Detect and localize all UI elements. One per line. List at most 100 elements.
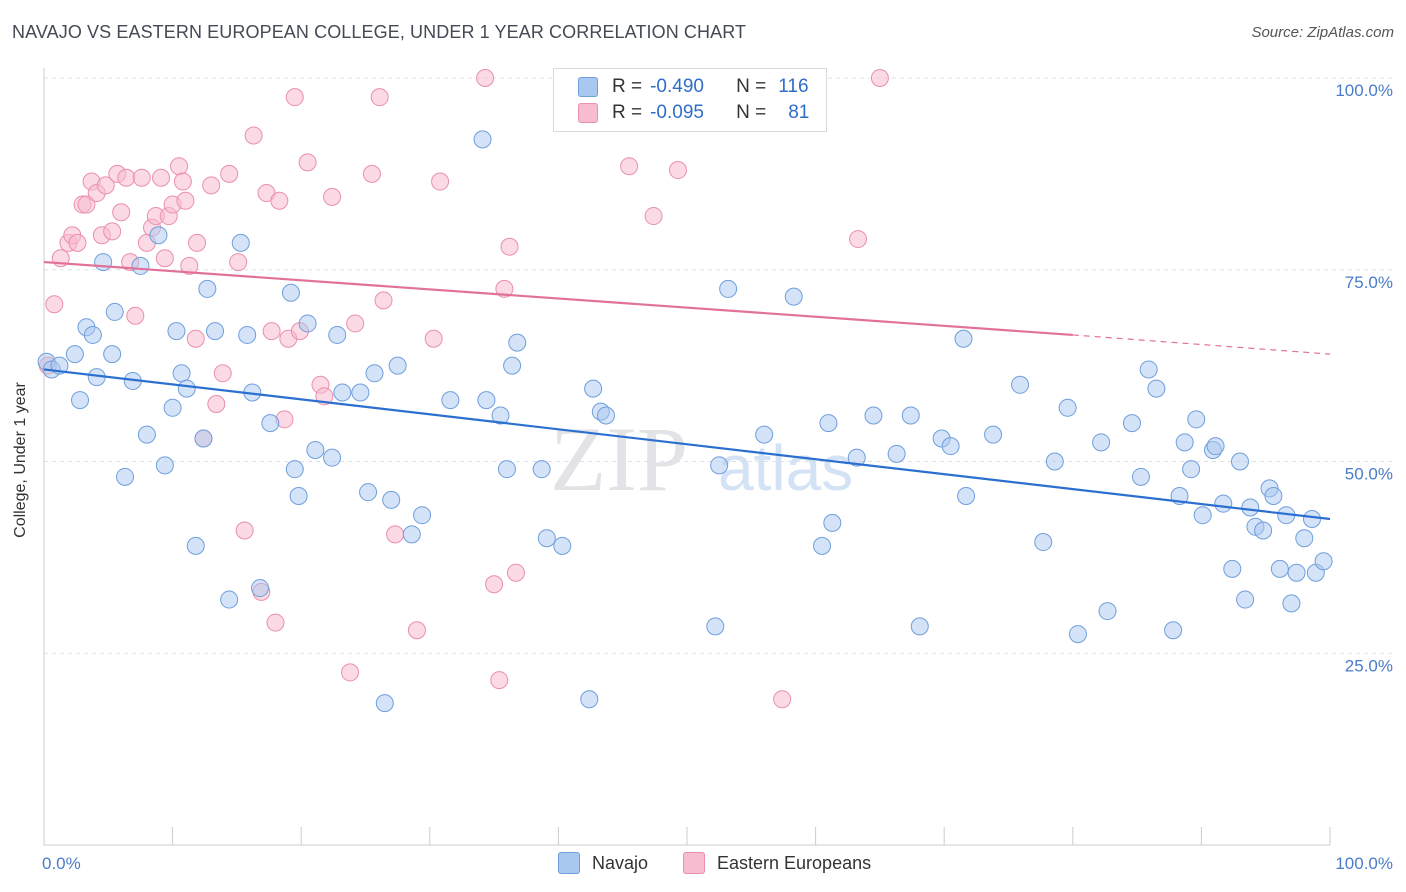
- navajo-point: [1045, 452, 1064, 471]
- eastern-point: [207, 394, 226, 413]
- axes: [43, 68, 1331, 846]
- navajo-point: [1011, 375, 1030, 394]
- navajo-point: [1241, 498, 1260, 517]
- legend-r-label: R =: [612, 102, 643, 123]
- navajo-point: [1287, 563, 1306, 582]
- navajo-point: [231, 233, 250, 252]
- navajo-point: [328, 325, 347, 344]
- legend-n-label: N =: [736, 76, 767, 97]
- navajo-point: [105, 302, 124, 321]
- y-tick-label: 75.0%: [1345, 273, 1393, 292]
- navajo-point: [65, 345, 84, 364]
- navajo-legend-label: Navajo: [592, 852, 649, 873]
- navajo-point: [1187, 410, 1206, 429]
- trend-lines: [43, 260, 1331, 521]
- navajo-point: [402, 525, 421, 544]
- navajo-point: [1098, 602, 1117, 621]
- navajo-point: [1034, 533, 1053, 552]
- eastern-europeans-points: [38, 69, 889, 709]
- eastern-point: [266, 613, 285, 632]
- navajo-point: [163, 398, 182, 417]
- eastern-point: [298, 153, 317, 172]
- navajo-point: [1223, 559, 1242, 578]
- navajo-point: [1230, 452, 1249, 471]
- eastern-point: [186, 329, 205, 348]
- navajo-point: [1282, 594, 1301, 613]
- legend-item-navajo[interactable]: Navajo: [558, 852, 648, 874]
- navajo-point: [1254, 521, 1273, 540]
- navajo-point: [375, 694, 394, 713]
- navajo-point: [823, 513, 842, 532]
- navajo-point: [298, 314, 317, 333]
- eastern-point: [188, 233, 207, 252]
- eastern-point: [96, 176, 115, 195]
- eastern-point: [773, 690, 792, 709]
- eastern-point: [270, 191, 289, 210]
- eastern-point: [849, 230, 868, 249]
- eastern-point: [500, 237, 519, 256]
- navajo-point: [1193, 506, 1212, 525]
- navajo-swatch: [578, 77, 598, 97]
- legend-row-eastern: R = -0.095 N = 81: [578, 101, 809, 125]
- navajo-point: [473, 130, 492, 149]
- eastern-point: [285, 88, 304, 107]
- navajo-point: [441, 391, 460, 410]
- eastern-point: [155, 249, 174, 268]
- legend-item-eastern[interactable]: Eastern Europeans: [683, 852, 871, 874]
- eastern-point: [424, 329, 443, 348]
- navajo-point: [984, 425, 1003, 444]
- navajo-point: [177, 379, 196, 398]
- x-tick-label: 0.0%: [42, 854, 81, 873]
- eastern-point: [495, 279, 514, 298]
- navajo-points: [37, 130, 1333, 713]
- eastern-point: [173, 172, 192, 191]
- navajo-point: [1164, 621, 1183, 640]
- eastern-point: [870, 69, 889, 87]
- navajo-point: [1122, 414, 1141, 433]
- navajo-point: [220, 590, 239, 609]
- navajo-point: [251, 579, 270, 598]
- navajo-point: [1058, 398, 1077, 417]
- navajo-point: [388, 356, 407, 375]
- navajo-point: [1295, 529, 1314, 548]
- navajo-point: [261, 414, 280, 433]
- eastern-point: [244, 126, 263, 145]
- y-tick-label: 100.0%: [1335, 81, 1393, 100]
- eastern-point: [117, 168, 136, 187]
- x-tick-labels: 0.0% 100.0%: [42, 854, 1393, 873]
- eastern-trend-line: [43, 260, 1073, 337]
- eastern-point: [346, 314, 365, 333]
- y-tick-label: 50.0%: [1345, 465, 1393, 484]
- watermark-atlas: atlas: [718, 432, 853, 504]
- eastern-point: [45, 295, 64, 314]
- navajo-point: [94, 253, 113, 272]
- navajo-point: [1182, 460, 1201, 479]
- chart-source: Source: ZipAtlas.com: [1251, 24, 1394, 41]
- eastern-point: [407, 621, 426, 640]
- navajo-point: [719, 279, 738, 298]
- eastern-point: [103, 222, 122, 241]
- navajo-point: [887, 444, 906, 463]
- navajo-point: [901, 406, 920, 425]
- navajo-point: [1092, 433, 1111, 452]
- y-tick-label: 25.0%: [1345, 656, 1393, 675]
- navajo-point: [285, 460, 304, 479]
- eastern-point: [152, 168, 171, 187]
- eastern-point: [506, 563, 525, 582]
- navajo-point: [1214, 494, 1233, 513]
- legend-r-label: R =: [612, 76, 643, 97]
- eastern-trend-extension: [1072, 334, 1331, 355]
- navajo-point: [149, 226, 168, 245]
- navajo-point: [365, 364, 384, 383]
- legend-n-label: N =: [736, 102, 767, 123]
- navajo-point: [477, 391, 496, 410]
- series-legend: Navajo Eastern Europeans: [0, 852, 1406, 876]
- navajo-point: [306, 440, 325, 459]
- eastern-point: [220, 164, 239, 183]
- eastern-point: [235, 521, 254, 540]
- navajo-point: [957, 487, 976, 506]
- legend-n-value: 116: [778, 76, 809, 97]
- navajo-point: [1068, 625, 1087, 644]
- eastern-point: [386, 525, 405, 544]
